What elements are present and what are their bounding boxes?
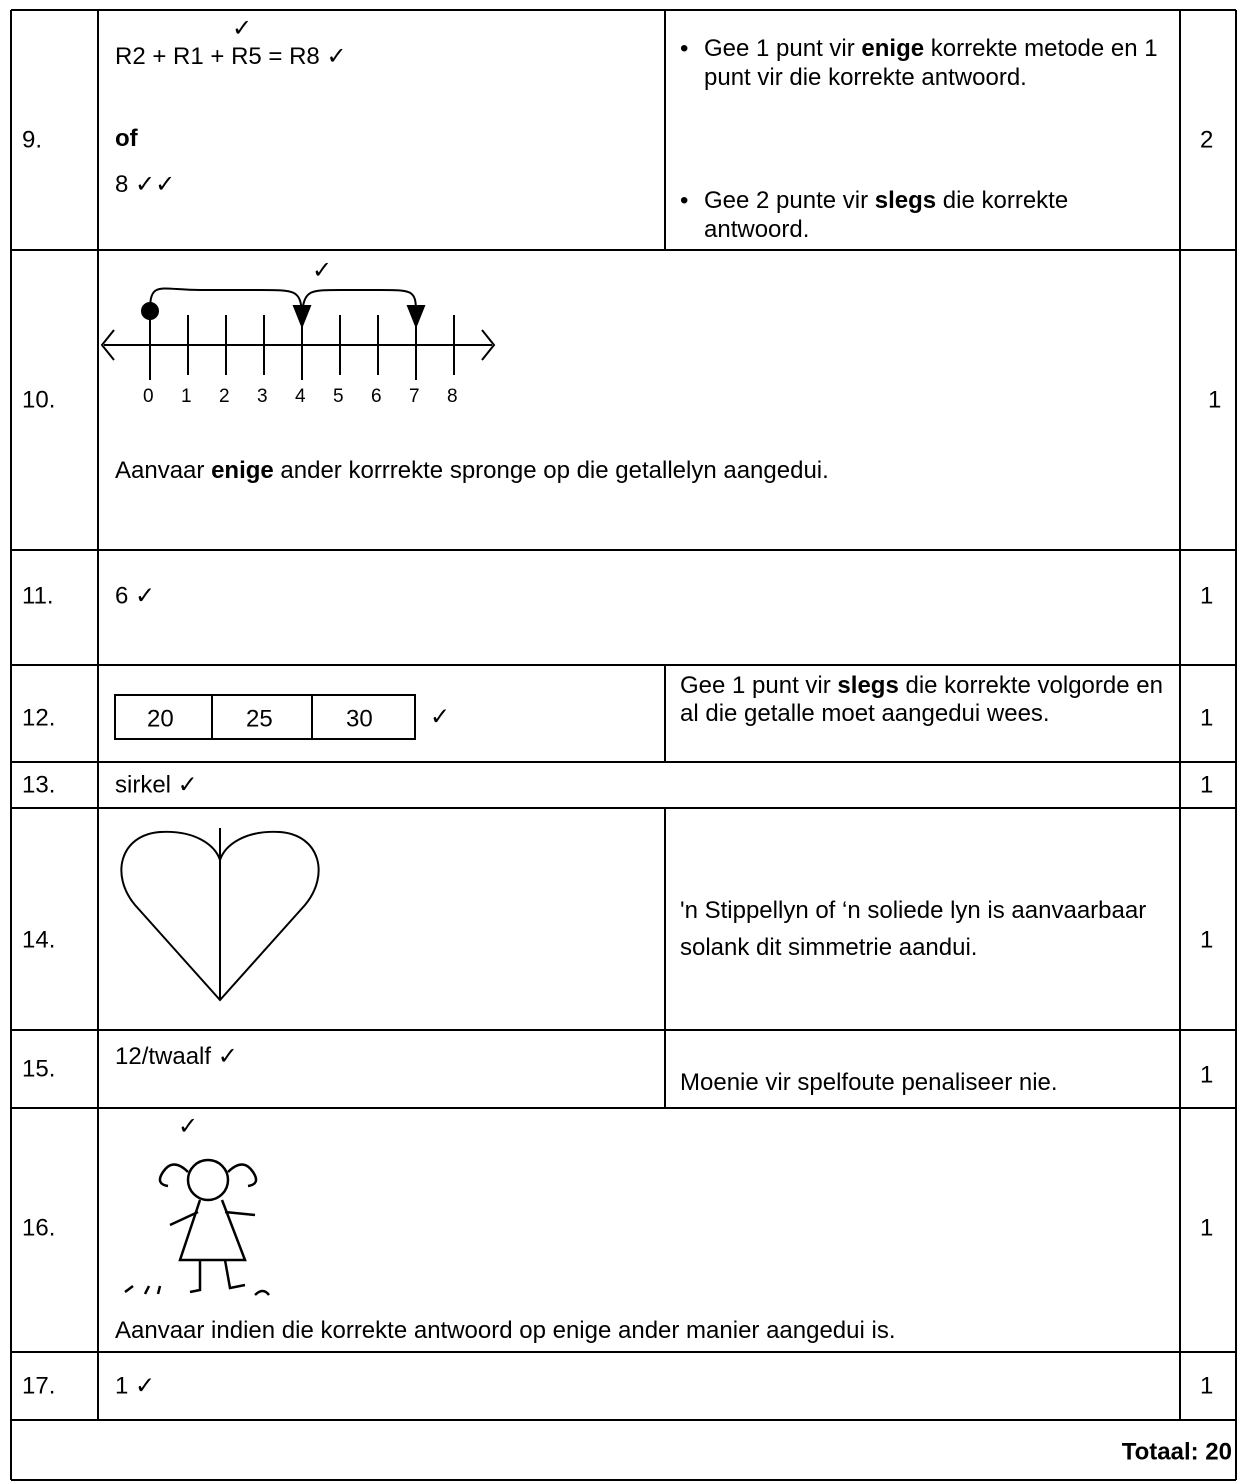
number-line-label: 0 <box>143 386 154 407</box>
note: Gee 1 punt vir enige korrekte metode en … <box>704 34 1164 92</box>
number-line-label: 1 <box>181 386 192 407</box>
note: Gee 2 punte vir slegs die korrekte antwo… <box>704 186 1164 244</box>
note: Aanvaar indien die korrekte antwoord op … <box>115 1317 896 1344</box>
answer: 6 ✓ <box>115 582 156 610</box>
box-value: 20 <box>147 705 174 733</box>
row-number: 17. <box>22 1372 56 1400</box>
marks: 1 <box>1200 704 1214 732</box>
text: Aanvaar <box>115 457 212 484</box>
bullet: • <box>680 187 689 214</box>
number-line-label: 8 <box>447 386 458 407</box>
number-line-label: 4 <box>295 386 306 407</box>
note: Moenie vir spelfoute penaliseer nie. <box>680 1069 1058 1096</box>
number-line <box>100 287 496 380</box>
text: die korrekte antwoord. <box>704 187 1069 243</box>
text: enige <box>211 457 274 484</box>
text: enige <box>861 35 925 62</box>
row-number: 9. <box>22 126 43 154</box>
text: slegs <box>874 187 937 214</box>
marks: 1 <box>1200 771 1214 799</box>
note: Gee 1 punt vir slegs die korrekte volgor… <box>680 672 1170 728</box>
check: ✓ <box>430 703 451 731</box>
total: Totaal: 20 <box>1121 1438 1232 1466</box>
row-number: 15. <box>22 1055 56 1083</box>
box-value: 30 <box>346 705 373 733</box>
text: Gee 1 punt vir <box>704 35 862 62</box>
text: korrekte metode en 1 punt vir die korrek… <box>704 35 1158 91</box>
answer-line: of <box>115 125 138 152</box>
row-number: 11. <box>22 582 54 610</box>
marks: 1 <box>1200 582 1214 610</box>
row-number: 13. <box>22 771 56 799</box>
text: die korrekte volgorde en al die getalle … <box>680 672 1163 727</box>
answer-line: R2 + R1 + R5 = R8 ✓ <box>115 43 347 70</box>
answer-line: 8 ✓✓ <box>115 171 176 198</box>
answer: sirkel ✓ <box>115 771 198 799</box>
number-line-label: 2 <box>219 386 230 407</box>
text: Gee 1 punt vir <box>680 672 838 699</box>
text: ander korrrekte spronge op die getallely… <box>273 457 829 484</box>
number-line-label: 5 <box>333 386 344 407</box>
row-number: 16. <box>22 1214 56 1242</box>
check: ✓ <box>178 1113 199 1140</box>
marks: 1 <box>1208 386 1222 414</box>
girl-drawing <box>124 1158 270 1296</box>
table-grid <box>10 9 1237 1481</box>
marks: 1 <box>1200 926 1214 954</box>
text: slegs <box>837 672 899 699</box>
row-number: 14. <box>22 926 56 954</box>
check: ✓ <box>232 15 253 42</box>
marks: 1 <box>1200 1214 1214 1242</box>
bullet: • <box>680 35 689 62</box>
note: 'n Stippellyn of ‘n soliede lyn is aanva… <box>680 897 1147 961</box>
marks: 1 <box>1200 1372 1214 1400</box>
answer: 1 ✓ <box>115 1372 156 1400</box>
row-number: 10. <box>22 386 56 414</box>
number-boxes <box>114 694 416 740</box>
number-line-label: 7 <box>409 386 420 407</box>
text: Gee 2 punte vir <box>704 187 875 214</box>
heart <box>120 828 320 1002</box>
box-value: 25 <box>246 705 273 733</box>
check: ✓ <box>312 257 333 284</box>
marks: 1 <box>1200 1061 1214 1089</box>
number-line-label: 6 <box>371 386 382 407</box>
answer: 12/twaalf ✓ <box>115 1043 238 1070</box>
marks: 2 <box>1200 126 1214 154</box>
number-line-label: 3 <box>257 386 268 407</box>
row-number: 12. <box>22 704 56 732</box>
note: Aanvaar enige ander korrrekte spronge op… <box>115 456 829 485</box>
